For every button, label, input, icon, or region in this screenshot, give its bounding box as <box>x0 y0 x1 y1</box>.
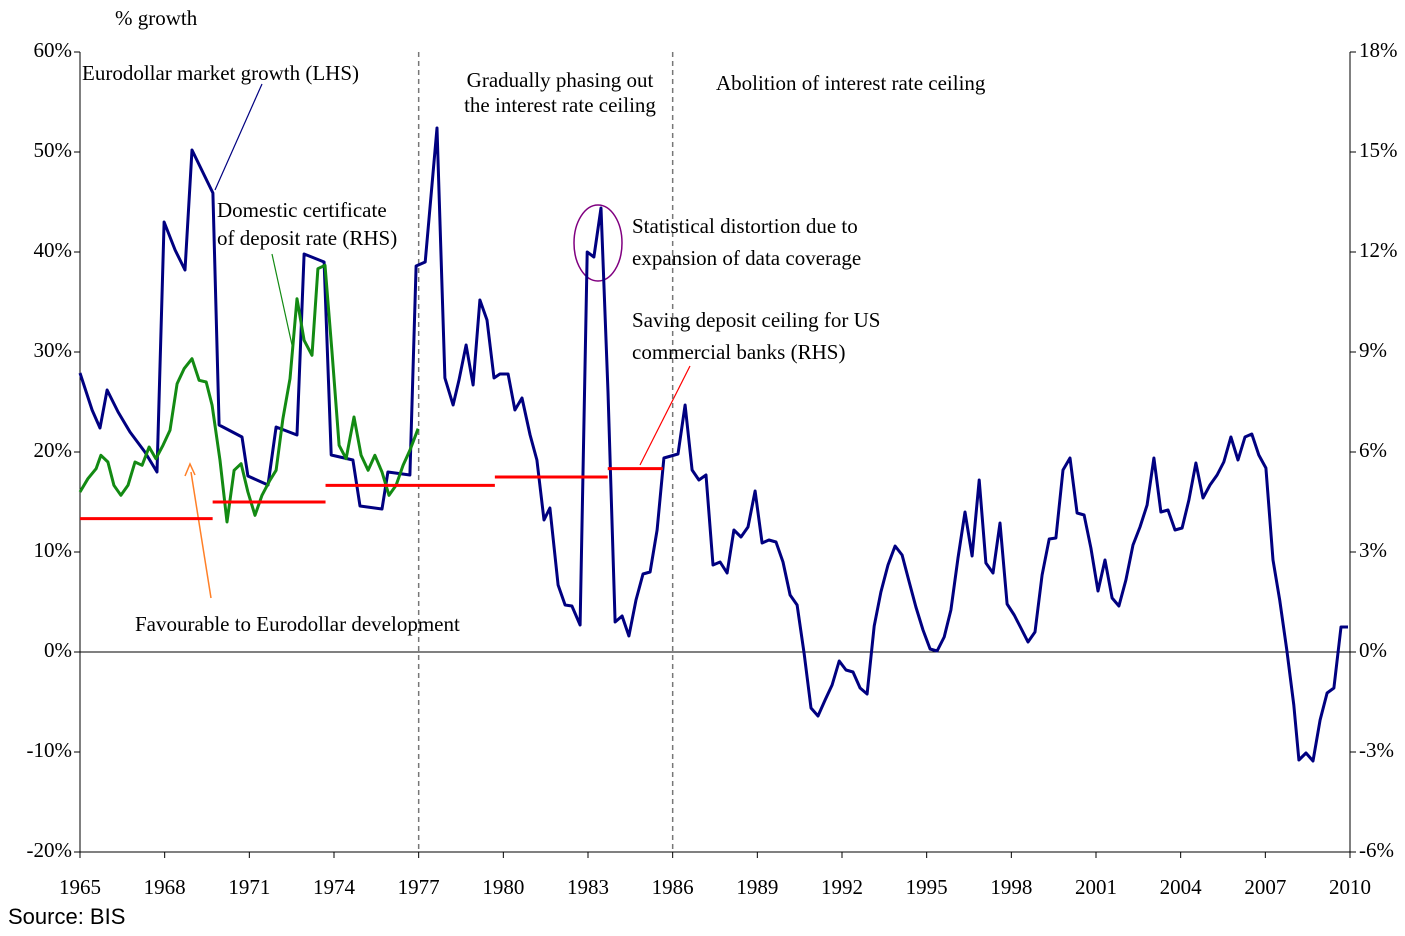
callout-line <box>214 83 263 191</box>
annotation: commercial banks (RHS) <box>632 340 845 364</box>
x-tick-label: 1998 <box>990 875 1032 899</box>
callout-arrow <box>190 471 212 599</box>
x-tick-label: 1971 <box>228 875 270 899</box>
y2-tick-label: 15% <box>1359 138 1398 162</box>
annotation: Saving deposit ceiling for US <box>632 308 880 332</box>
y-tick-label: 60% <box>34 38 73 62</box>
arrow-head <box>184 462 196 477</box>
callout-line <box>271 253 293 346</box>
source: Source: BIS <box>8 904 125 929</box>
y2-tick-label: 0% <box>1359 638 1387 662</box>
x-tick-label: 1983 <box>567 875 609 899</box>
annotation: the interest rate ceiling <box>464 93 656 117</box>
x-tick-label: 1980 <box>482 875 524 899</box>
y2-tick-label: 18% <box>1359 38 1398 62</box>
x-tick-label: 2007 <box>1244 875 1286 899</box>
y2-tick-label: 3% <box>1359 538 1387 562</box>
y2-tick-label: 9% <box>1359 338 1387 362</box>
annotation: Domestic certificate <box>217 198 387 222</box>
annotation: Gradually phasing out <box>467 68 654 92</box>
y-tick-label: 10% <box>34 538 73 562</box>
x-tick-label: 1974 <box>313 875 356 899</box>
x-tick-label: 1965 <box>59 875 101 899</box>
y-tick-label: 20% <box>34 438 73 462</box>
y2-tick-label: 12% <box>1359 238 1398 262</box>
y2-tick-label: -6% <box>1359 838 1394 862</box>
y-axis-label: % growth <box>115 6 198 30</box>
callout-line <box>639 365 691 466</box>
annotation: Abolition of interest rate ceiling <box>716 71 986 95</box>
y-tick-label: -20% <box>27 838 73 862</box>
highlight-ellipse <box>573 204 623 282</box>
x-tick-label: 1977 <box>398 875 440 899</box>
annotation: expansion of data coverage <box>632 246 861 270</box>
y-tick-label: 40% <box>34 238 73 262</box>
x-tick-label: 1992 <box>821 875 863 899</box>
x-tick-label: 1989 <box>736 875 778 899</box>
y-tick-label: -10% <box>27 738 73 762</box>
annotation: Eurodollar market growth (LHS) <box>82 61 359 85</box>
y2-tick-label: 6% <box>1359 438 1387 462</box>
y2-tick-label: -3% <box>1359 738 1394 762</box>
y-tick-label: 0% <box>44 638 72 662</box>
x-tick-label: 2001 <box>1075 875 1117 899</box>
x-tick-label: 2004 <box>1160 875 1203 899</box>
x-tick-label: 1995 <box>906 875 948 899</box>
annotation: of deposit rate (RHS) <box>217 226 397 250</box>
series-line <box>78 126 1348 763</box>
x-tick-label: 2010 <box>1329 875 1371 899</box>
series-line <box>78 263 420 524</box>
y-tick-label: 30% <box>34 338 73 362</box>
x-tick-label: 1968 <box>144 875 186 899</box>
y-tick-label: 50% <box>34 138 73 162</box>
annotation: Statistical distortion due to <box>632 214 858 238</box>
x-tick-label: 1986 <box>652 875 694 899</box>
annotation: Favourable to Eurodollar development <box>135 612 460 636</box>
